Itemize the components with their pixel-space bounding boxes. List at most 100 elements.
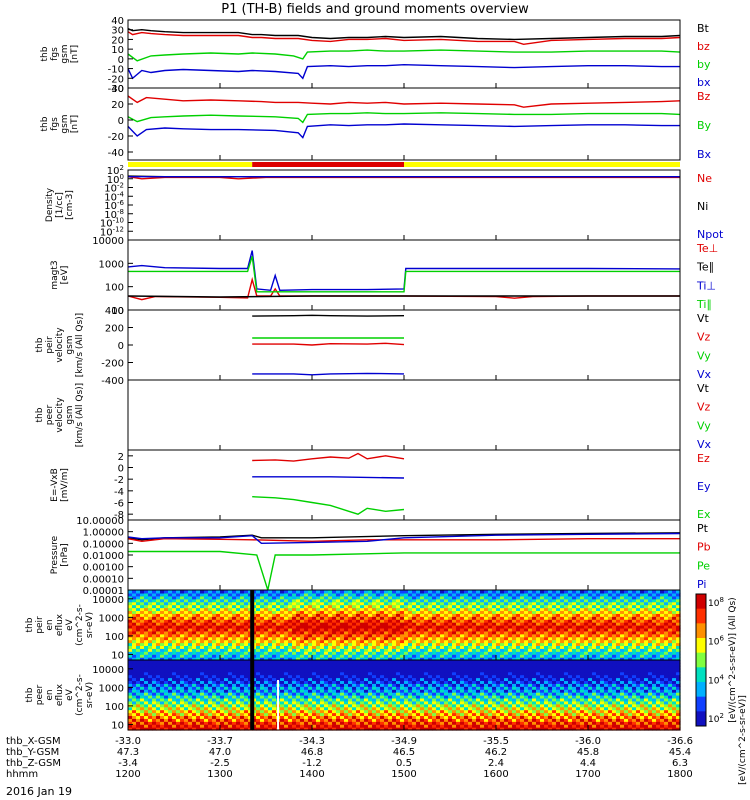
spectrogram-cell	[212, 595, 217, 600]
spectrogram-cell	[356, 657, 361, 661]
spectrogram-cell	[156, 715, 161, 719]
spectrogram-cell	[304, 610, 309, 614]
spectrogram-cell	[324, 607, 329, 612]
spectrogram-cell	[336, 636, 341, 641]
spectrogram-cell	[552, 657, 557, 661]
spectrogram-cell	[600, 657, 605, 661]
spectrogram-cell	[312, 645, 317, 649]
spectrogram-cell	[172, 718, 177, 722]
spectrogram-cell	[660, 610, 665, 614]
spectrogram-cell	[456, 718, 461, 722]
spectrogram-cell	[592, 592, 597, 597]
spectrogram-cell	[328, 709, 333, 714]
spectrogram-cell	[612, 601, 617, 606]
spectrogram-cell	[464, 718, 469, 722]
spectrogram-cell	[568, 613, 573, 617]
spectrogram-cell	[636, 718, 641, 722]
spectrogram-cell	[344, 645, 349, 649]
spectrogram-cell	[616, 645, 621, 649]
spectrogram-cell	[432, 712, 437, 717]
spectrogram-cell	[360, 703, 365, 708]
spectrogram-cell	[576, 630, 581, 635]
spectrogram-cell	[460, 636, 465, 641]
spectrogram-cell	[292, 625, 297, 629]
spectrogram-cell	[648, 648, 653, 652]
spectrogram-cell	[364, 724, 369, 728]
spectrogram-cell	[160, 636, 165, 641]
spectrogram-cell	[500, 639, 505, 644]
spectrogram-cell	[460, 651, 465, 655]
spectrogram-cell	[232, 590, 237, 594]
spectrogram-cell	[568, 590, 573, 594]
spectrogram-cell	[244, 639, 249, 644]
spectrogram-cell	[456, 648, 461, 652]
spectrogram-cell	[408, 712, 413, 717]
spectrogram-cell	[244, 616, 249, 620]
spectrogram-cell	[332, 703, 337, 708]
spectrogram-cell	[300, 636, 305, 641]
spectrogram-cell	[372, 709, 377, 714]
spectrogram-cell	[276, 613, 281, 617]
spectrogram-cell	[380, 648, 385, 652]
spectrogram-cell	[632, 639, 637, 644]
spectrogram-cell	[268, 613, 273, 617]
spectrogram-cell	[420, 651, 425, 655]
spectrogram-cell	[488, 627, 493, 632]
spectrogram-cell	[236, 610, 241, 614]
spectrogram-cell	[328, 604, 333, 609]
spectrogram-cell	[372, 592, 377, 597]
spectrogram-cell	[580, 610, 585, 614]
spectrogram-cell	[568, 619, 573, 623]
spectrogram-cell	[324, 636, 329, 641]
spectrogram-cell	[564, 613, 569, 617]
spectrogram-cell	[568, 622, 573, 626]
spectrogram-cell	[568, 601, 573, 606]
spectrogram-cell	[648, 613, 653, 617]
spectrogram-cell	[300, 595, 305, 600]
spectrogram-cell	[188, 613, 193, 617]
spectrogram-cell	[164, 639, 169, 644]
spectrogram-cell	[192, 604, 197, 609]
spectrogram-cell	[292, 718, 297, 722]
spectrogram-cell	[256, 727, 261, 731]
spectrogram-cell	[520, 718, 525, 722]
spectrogram-cell	[492, 706, 497, 711]
spectrogram-cell	[512, 636, 517, 641]
spectrogram-cell	[636, 648, 641, 652]
spectrogram-cell	[624, 613, 629, 617]
spectrogram-cell	[452, 625, 457, 629]
spectrogram-cell	[208, 636, 213, 641]
spectrogram-cell	[372, 651, 377, 655]
spectrogram-cell	[528, 592, 533, 597]
spectrogram-cell	[432, 619, 437, 623]
spectrogram-cell	[592, 610, 597, 614]
spectrogram-cell	[272, 697, 277, 702]
spectrogram-cell	[252, 610, 257, 614]
spectrogram-cell	[348, 598, 353, 603]
spectrogram-cell	[412, 639, 417, 644]
spectrogram-cell	[316, 703, 321, 708]
spectrogram-cell	[296, 721, 301, 725]
spectrogram-cell	[160, 718, 165, 722]
spectrogram-cell	[500, 595, 505, 600]
spectrogram-cell	[576, 592, 581, 597]
spectrogram-cell	[256, 657, 261, 661]
spectrogram-cell	[564, 607, 569, 612]
spectrogram-cell	[424, 648, 429, 652]
spectrogram-cell	[300, 627, 305, 632]
spectrogram-cell	[168, 639, 173, 644]
spectrogram-cell	[584, 712, 589, 717]
y-tick-label: 1000	[99, 259, 124, 270]
spectrogram-cell	[432, 598, 437, 603]
spectrogram-cell	[560, 619, 565, 623]
spectrogram-cell	[212, 610, 217, 614]
spectrogram-cell	[572, 642, 577, 647]
spectrogram-cell	[228, 630, 233, 635]
spectrogram-cell	[584, 715, 589, 719]
spectrogram-cell	[456, 645, 461, 649]
spectrogram-cell	[556, 595, 561, 600]
spectrogram-cell	[336, 627, 341, 632]
spectrogram-cell	[296, 595, 301, 600]
spectrogram-cell	[596, 645, 601, 649]
spectrogram-cell	[188, 622, 193, 626]
